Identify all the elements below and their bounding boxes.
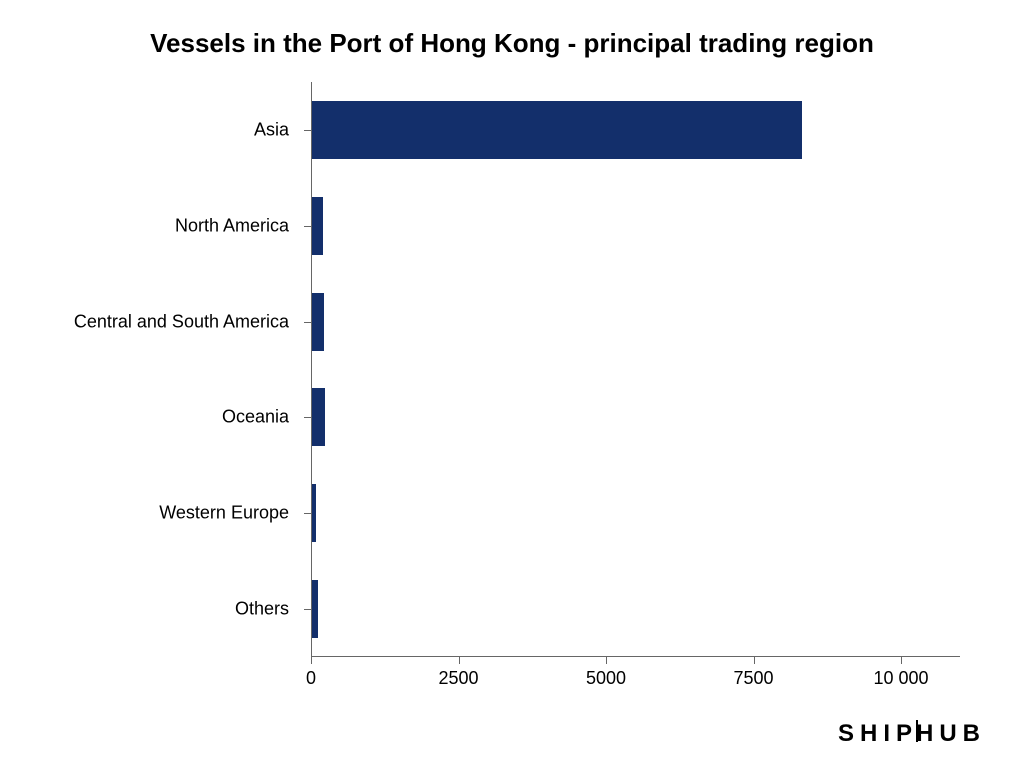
y-tick-mark [304, 417, 311, 418]
plot-area [311, 82, 960, 657]
bar [312, 580, 318, 638]
brand-text-hub: HUB [916, 720, 986, 747]
x-axis-label: 0 [306, 668, 316, 689]
y-tick-mark [304, 322, 311, 323]
x-axis-label: 2500 [438, 668, 478, 689]
y-tick-mark [304, 609, 311, 610]
bar [312, 388, 325, 446]
chart-title: Vessels in the Port of Hong Kong - princ… [0, 28, 1024, 59]
x-tick-mark [311, 657, 312, 664]
x-tick-mark [459, 657, 460, 664]
x-tick-mark [901, 657, 902, 664]
x-tick-mark [606, 657, 607, 664]
y-axis-label: Oceania [0, 407, 289, 428]
x-axis-label: 5000 [586, 668, 626, 689]
bar [312, 293, 324, 351]
y-tick-mark [304, 226, 311, 227]
y-axis-label: North America [0, 215, 289, 236]
x-axis-label: 7500 [733, 668, 773, 689]
x-tick-mark [754, 657, 755, 664]
chart-container: Vessels in the Port of Hong Kong - princ… [0, 0, 1024, 768]
y-axis-label: Western Europe [0, 503, 289, 524]
bar [312, 484, 316, 542]
brand-text-ship: SHIP [838, 720, 918, 747]
brand-logo: SHIPHUB [838, 720, 986, 748]
bar [312, 101, 802, 159]
y-axis-label: Asia [0, 119, 289, 140]
y-tick-mark [304, 130, 311, 131]
y-axis-label: Others [0, 598, 289, 619]
bar [312, 197, 323, 255]
y-axis-label: Central and South America [0, 311, 289, 332]
y-tick-mark [304, 513, 311, 514]
x-axis-label: 10 000 [873, 668, 928, 689]
